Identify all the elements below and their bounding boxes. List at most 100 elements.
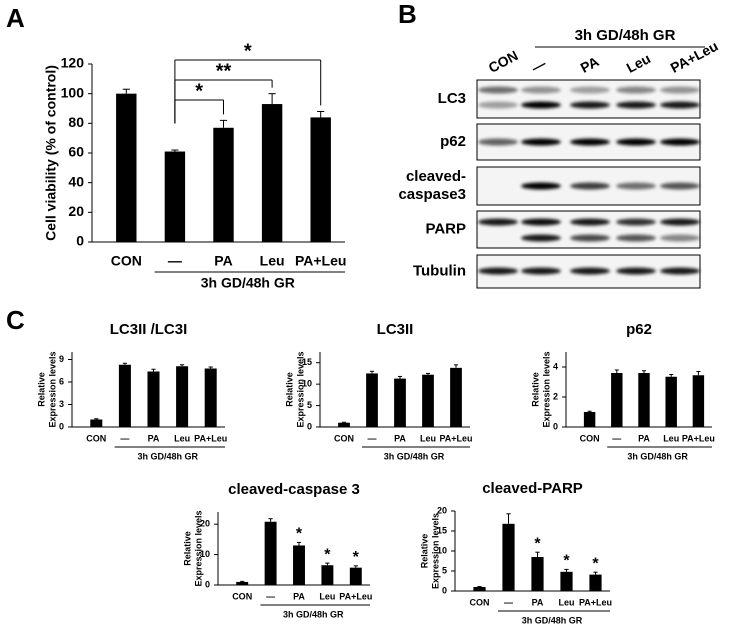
blot-band	[521, 234, 561, 242]
y-tick-label: 6	[59, 376, 64, 386]
bar	[176, 366, 189, 427]
y-axis-label: Expression levels	[430, 513, 440, 589]
lane-label: PA	[578, 53, 602, 76]
y-tick-label: 20	[200, 519, 210, 529]
x-tick-label: PA	[394, 433, 406, 443]
blot-row-label: caspase3	[398, 186, 466, 203]
y-tick-label: 0	[59, 421, 64, 431]
significance-mark: *	[353, 549, 360, 566]
y-tick-label: 2	[553, 391, 558, 401]
significance-mark: *	[296, 526, 303, 543]
x-tick-label: PA+Leu	[339, 591, 372, 601]
x-tick-label: CON	[111, 253, 142, 269]
significance-mark: **	[216, 60, 232, 82]
blot-band	[660, 86, 700, 94]
y-axis-label: Expression levels	[193, 510, 203, 586]
y-tick-label: 3	[59, 399, 64, 409]
x-tick-label: PA+Leu	[682, 433, 715, 443]
chart-title: cleaved-caspase 3	[228, 481, 360, 498]
y-axis-label: Expression levels	[295, 351, 305, 427]
blot-band	[660, 138, 700, 146]
y-axis-label: Expression levels	[47, 351, 57, 427]
panel-label: C	[6, 305, 25, 335]
blot-row-label: LC3	[438, 90, 466, 107]
bar	[338, 422, 350, 427]
blot-band	[521, 267, 561, 275]
x-tick-label: Leu	[174, 433, 190, 443]
blot-band	[570, 267, 610, 275]
bar	[422, 374, 434, 427]
significance-mark: *	[592, 555, 599, 572]
x-tick-label: Leu	[420, 433, 436, 443]
x-tick-label: PA	[148, 433, 160, 443]
blot-row-label: PARP	[425, 220, 466, 237]
group-label: 3h GD/48h GR	[138, 451, 199, 461]
blot-band	[570, 101, 610, 109]
x-tick-label: Leu	[260, 253, 285, 269]
blot-band	[660, 234, 700, 242]
blot-band	[570, 218, 610, 226]
blot-band	[660, 182, 700, 190]
x-tick-label: Leu	[319, 591, 335, 601]
x-tick-label: PA	[532, 597, 544, 607]
bar	[450, 367, 462, 427]
bar	[90, 419, 103, 427]
blot-band	[660, 218, 700, 226]
y-tick-label: 0	[442, 585, 447, 595]
x-tick-label: PA+Leu	[579, 597, 612, 607]
y-tick-label: 120	[61, 55, 85, 71]
blot-band	[570, 86, 610, 94]
y-tick-label: 15	[302, 357, 312, 367]
bar	[293, 545, 305, 585]
blot-band	[570, 138, 610, 146]
bar	[692, 375, 705, 427]
x-tick-label: PA	[293, 591, 305, 601]
bar	[611, 373, 623, 427]
blot-band	[616, 267, 656, 275]
blot-header: 3h GD/48h GR	[575, 27, 676, 44]
blot-row-label: cleaved-	[406, 168, 466, 185]
y-tick-label: 10	[437, 545, 447, 555]
group-label: 3h GD/48h GR	[283, 609, 344, 619]
y-tick-label: 4	[553, 361, 558, 371]
blot-band	[478, 101, 518, 109]
y-tick-label: 80	[68, 114, 84, 130]
x-tick-label: CON	[334, 433, 354, 443]
y-tick-label: 60	[68, 144, 84, 160]
y-tick-label: 0	[205, 579, 210, 589]
blot-row-label: p62	[440, 133, 466, 150]
y-tick-label: 0	[553, 421, 558, 431]
blot-band	[521, 101, 561, 109]
y-axis-label: Relative	[36, 372, 46, 407]
x-tick-label: CON	[470, 597, 490, 607]
significance-mark: *	[195, 80, 203, 102]
bar	[116, 93, 137, 243]
y-tick-label: 20	[68, 203, 84, 219]
x-tick-label: CON	[86, 433, 106, 443]
bar	[349, 567, 362, 585]
y-tick-label: 10	[302, 379, 312, 389]
blot-box	[476, 79, 701, 119]
x-tick-label: PA	[214, 253, 232, 269]
blot-band	[616, 182, 656, 190]
y-tick-label: 20	[437, 505, 447, 515]
significance-mark: *	[324, 546, 331, 563]
x-tick-label: —	[266, 591, 275, 601]
bar	[147, 371, 160, 427]
bar	[366, 373, 378, 427]
bar	[473, 587, 486, 591]
y-axis-label: Relative	[284, 372, 294, 407]
blot-band	[521, 182, 561, 190]
bar	[502, 523, 515, 591]
blot-band	[660, 101, 700, 109]
y-tick-label: 100	[61, 84, 85, 100]
bar	[531, 557, 544, 591]
lane-label: —	[529, 55, 549, 76]
y-axis-label: Relative	[530, 372, 540, 407]
bar	[394, 378, 406, 427]
blot-box	[476, 210, 701, 249]
bar	[560, 571, 573, 591]
panel-label: A	[6, 3, 25, 33]
x-tick-label: PA+Leu	[439, 433, 472, 443]
